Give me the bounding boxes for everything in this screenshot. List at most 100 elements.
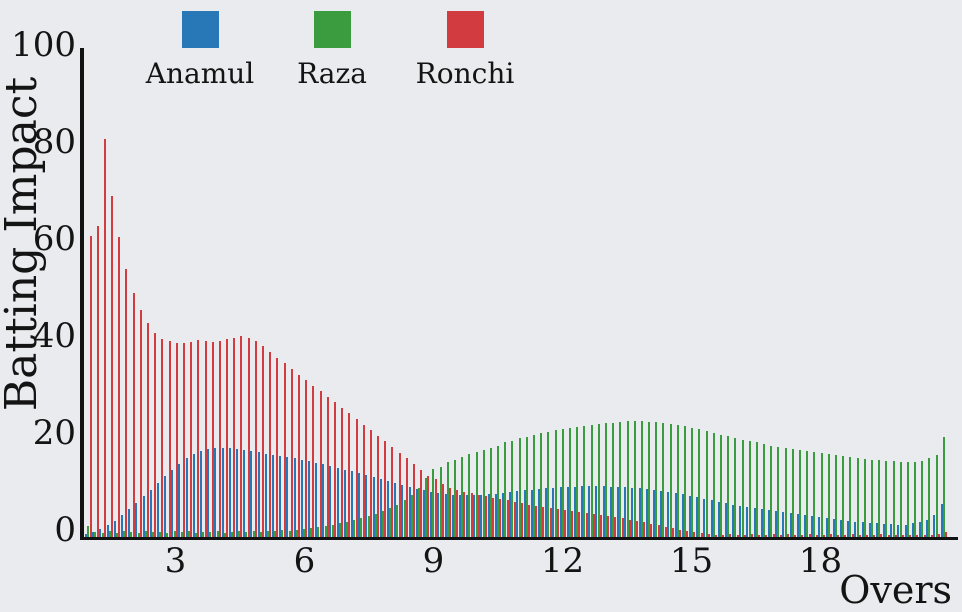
ball-group bbox=[394, 48, 401, 537]
bar-ronchi bbox=[290, 368, 293, 537]
y-tick-label-20: 20 bbox=[32, 412, 76, 453]
ball-group bbox=[149, 48, 157, 537]
bar-anamul bbox=[279, 456, 282, 537]
bar-raza bbox=[777, 446, 780, 537]
bar-ronchi bbox=[398, 452, 401, 537]
bar-ronchi bbox=[499, 499, 502, 537]
bar-anamul bbox=[940, 503, 943, 537]
bar-ronchi bbox=[513, 501, 516, 537]
ball-group bbox=[696, 48, 703, 537]
bar-ronchi bbox=[607, 516, 610, 537]
bar-raza bbox=[123, 530, 126, 537]
bar-ronchi bbox=[506, 500, 509, 537]
bar-anamul bbox=[839, 520, 842, 537]
bar-raza bbox=[116, 532, 118, 537]
bar-anamul bbox=[408, 486, 411, 537]
bar-anamul bbox=[933, 514, 936, 537]
bar-raza bbox=[151, 532, 154, 537]
bar-ronchi bbox=[441, 483, 444, 537]
bar-raza bbox=[863, 458, 866, 537]
ball-group bbox=[300, 48, 308, 537]
x-axis-label: Overs bbox=[839, 568, 952, 612]
bar-ronchi bbox=[470, 493, 473, 537]
bar-raza bbox=[94, 532, 97, 537]
ball-group bbox=[351, 48, 358, 537]
bar-raza bbox=[791, 449, 794, 537]
bar-anamul bbox=[760, 509, 763, 537]
ball-group bbox=[502, 48, 509, 537]
bar-anamul bbox=[566, 486, 569, 537]
bar-raza bbox=[648, 421, 651, 537]
ball-group bbox=[415, 48, 423, 537]
bar-raza bbox=[511, 441, 514, 537]
bar-ronchi bbox=[585, 513, 588, 537]
bar-raza bbox=[374, 513, 377, 537]
ball-group bbox=[782, 48, 789, 537]
ball-group bbox=[854, 48, 861, 537]
bar-ronchi bbox=[326, 396, 329, 537]
bar-raza bbox=[259, 531, 262, 537]
bar-anamul bbox=[358, 473, 361, 537]
ball-group bbox=[890, 48, 897, 537]
legend-label-anamul: Anamul bbox=[145, 57, 255, 90]
y-axis-spine bbox=[80, 48, 84, 540]
ball-group bbox=[681, 48, 689, 537]
bar-anamul bbox=[516, 490, 519, 537]
ball-group bbox=[868, 48, 876, 537]
bar-anamul bbox=[875, 523, 878, 537]
bar-ronchi bbox=[233, 337, 236, 537]
ball-group bbox=[207, 48, 214, 537]
bar-anamul bbox=[804, 515, 806, 537]
bar-raza bbox=[691, 427, 694, 537]
bar-anamul bbox=[437, 493, 440, 537]
bar-ronchi bbox=[772, 534, 775, 537]
legend-item-anamul: Anamul bbox=[140, 11, 260, 89]
bar-anamul bbox=[494, 493, 497, 537]
bar-anamul bbox=[768, 510, 771, 537]
ball-group bbox=[940, 48, 948, 537]
bar-raza bbox=[108, 531, 111, 537]
bar-ronchi bbox=[851, 534, 854, 537]
bar-ronchi bbox=[722, 535, 725, 537]
ball-group bbox=[487, 48, 495, 537]
ball-group bbox=[135, 48, 142, 537]
bar-ronchi bbox=[945, 531, 948, 537]
bar-ronchi bbox=[571, 511, 574, 537]
ball-group bbox=[271, 48, 279, 537]
bar-ronchi bbox=[909, 535, 912, 537]
bar-ronchi bbox=[312, 385, 315, 537]
bar-anamul bbox=[293, 458, 296, 537]
bar-ronchi bbox=[707, 534, 710, 537]
ball-group bbox=[530, 48, 538, 537]
bar-raza bbox=[719, 434, 722, 537]
bar-raza bbox=[712, 432, 715, 537]
bar-raza bbox=[676, 425, 679, 537]
bar-anamul bbox=[164, 476, 167, 537]
bar-anamul bbox=[365, 474, 368, 537]
bar-ronchi bbox=[226, 339, 229, 537]
ball-group bbox=[430, 48, 437, 537]
ball-group bbox=[818, 48, 825, 537]
x-tick-label-9: 9 bbox=[422, 541, 445, 581]
bar-anamul bbox=[243, 450, 246, 537]
bar-raza bbox=[353, 520, 356, 537]
bar-ronchi bbox=[305, 379, 308, 537]
bar-ronchi bbox=[592, 514, 595, 537]
bar-ronchi bbox=[801, 534, 804, 537]
bar-raza bbox=[813, 452, 816, 537]
ball-group bbox=[128, 48, 135, 537]
ball-group bbox=[789, 48, 797, 537]
legend-swatch-raza bbox=[313, 11, 351, 48]
bar-raza bbox=[770, 445, 773, 537]
ball-group bbox=[588, 48, 595, 537]
bar-raza bbox=[547, 431, 550, 537]
bar-raza bbox=[417, 488, 420, 537]
bar-ronchi bbox=[377, 435, 380, 537]
y-tick-label-80: 80 bbox=[32, 121, 76, 162]
bar-ronchi bbox=[822, 534, 825, 537]
bar-anamul bbox=[588, 486, 591, 537]
ball-group bbox=[379, 48, 387, 537]
bar-ronchi bbox=[815, 535, 818, 537]
bar-anamul bbox=[228, 448, 231, 537]
bar-ronchi bbox=[679, 529, 682, 537]
